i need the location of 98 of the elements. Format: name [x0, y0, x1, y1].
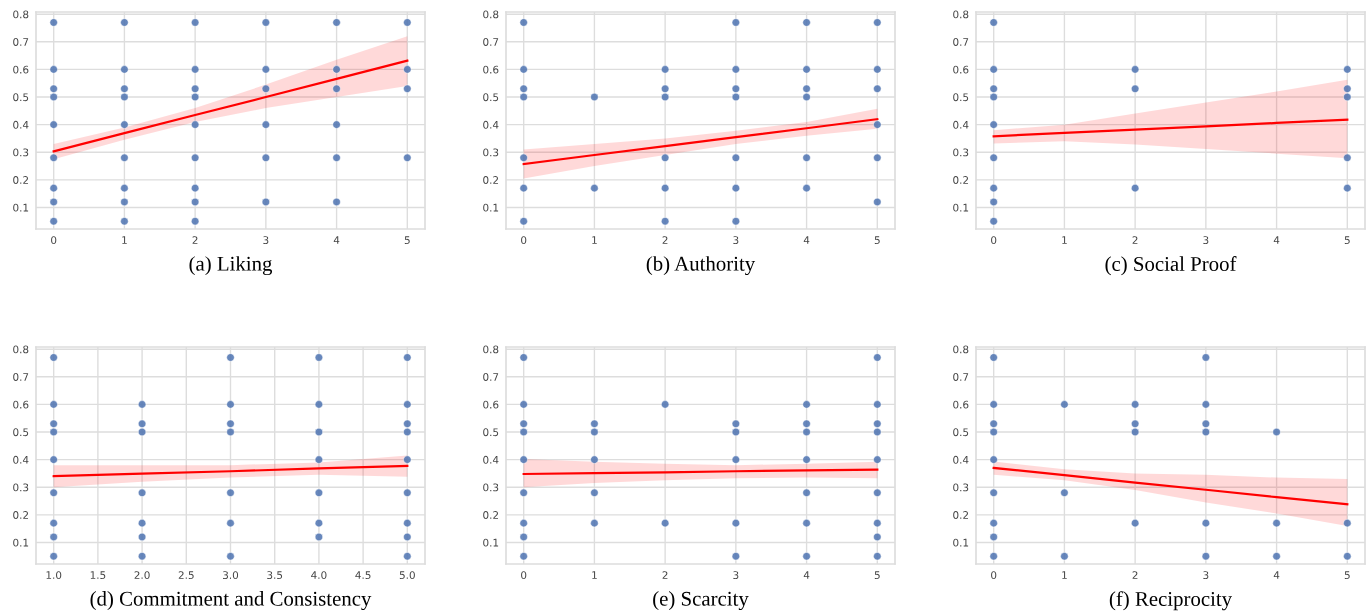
x-tick-label: 5 — [1344, 236, 1350, 245]
text: (e) Scarcity — [653, 591, 749, 611]
x-tick-label: 4 — [1273, 571, 1280, 579]
text: (d) Commitment and Consistency — [90, 591, 372, 611]
y-tick-label: 0.5 — [13, 428, 29, 437]
x-tick-label: 2.0 — [134, 571, 150, 580]
y-tick-label: 0.4 — [13, 120, 29, 129]
y-tick-label: 0.6 — [13, 400, 29, 409]
y-tick-label: 0.7 — [953, 38, 969, 46]
x-tick-label: 5.0 — [399, 571, 415, 580]
x-tick-label: 3.0 — [223, 571, 239, 580]
text: (c) Social Proof — [1105, 256, 1237, 276]
x-tick-label: 5 — [874, 236, 880, 245]
x-tick-label: 3 — [263, 236, 269, 245]
y-tick-label: 0.1 — [483, 538, 499, 547]
y-tick-label: 0.1 — [13, 203, 29, 212]
x-tick-label: 1 — [592, 236, 597, 244]
x-tick-label: 5 — [874, 571, 880, 580]
text: (b) Authority — [646, 256, 756, 276]
y-tick-label: 0.6 — [483, 65, 499, 74]
y-tick-label: 0.3 — [13, 483, 29, 492]
x-tick-label: 3.5 — [267, 571, 283, 580]
y-tick-label: 0.4 — [483, 120, 499, 129]
y-tick-label: 0.7 — [13, 38, 29, 46]
y-tick-label: 0.5 — [13, 93, 29, 102]
y-tick-label: 0.6 — [953, 65, 969, 74]
y-tick-label: 0.3 — [483, 483, 499, 492]
x-tick-label: 4.0 — [311, 571, 327, 580]
y-tick-label: 0.3 — [953, 148, 969, 157]
x-tick-label: 5 — [1344, 571, 1350, 580]
y-tick-label: 0.4 — [953, 120, 969, 129]
y-tick-label: 0.7 — [953, 373, 969, 381]
y-tick-label: 0.4 — [13, 455, 29, 464]
y-tick-label: 0.1 — [953, 203, 969, 212]
y-tick-label: 0.2 — [13, 511, 29, 519]
text: (f) Reciprocity — [1109, 591, 1233, 611]
x-tick-label: 0 — [51, 236, 57, 245]
y-tick-label: 0.8 — [953, 10, 969, 19]
x-tick-label: 1.5 — [90, 571, 106, 580]
y-tick-label: 0.8 — [483, 10, 499, 19]
x-tick-label: 1 — [592, 571, 597, 579]
x-tick-label: 5 — [404, 236, 410, 245]
point — [1131, 427, 1140, 437]
x-tick-label: 0 — [991, 571, 997, 580]
x-tick-label: 2 — [1132, 236, 1138, 244]
y-tick-label: 0.3 — [953, 483, 969, 492]
y-tick-label: 0.3 — [13, 148, 29, 157]
y-tick-label: 0.2 — [953, 511, 969, 519]
y-tick-label: 0.5 — [953, 428, 969, 437]
x-tick-label: 2 — [662, 571, 668, 579]
y-tick-label: 0.8 — [13, 10, 29, 19]
y-tick-label: 0.5 — [953, 93, 969, 102]
y-tick-label: 0.1 — [13, 538, 29, 547]
y-tick-label: 0.6 — [483, 400, 499, 409]
line-series — [522, 118, 879, 166]
x-tick-label: 2 — [662, 236, 668, 244]
x-tick-label: 0 — [521, 236, 527, 245]
x-tick-label: 4 — [803, 571, 810, 579]
x-tick-label: 3 — [733, 571, 739, 580]
y-tick-label: 0.4 — [953, 455, 969, 464]
line-series — [992, 118, 1349, 138]
x-tick-label: 3 — [733, 236, 739, 245]
x-tick-label: 2 — [192, 236, 198, 244]
y-tick-label: 0.6 — [953, 400, 969, 409]
y-tick-label: 0.7 — [483, 38, 499, 46]
x-tick-label: 1 — [1062, 571, 1067, 579]
text: (a) Liking — [189, 256, 273, 276]
y-tick-label: 0.5 — [483, 93, 499, 102]
x-tick-label: 3 — [1203, 571, 1209, 580]
x-tick-label: 0 — [991, 236, 997, 245]
x-tick-label: 4.5 — [355, 571, 371, 580]
y-tick-label: 0.2 — [13, 176, 29, 184]
line-series — [992, 466, 1349, 506]
x-tick-label: 1 — [122, 236, 127, 244]
y-tick-label: 0.8 — [483, 345, 499, 354]
y-tick-label: 0.2 — [953, 176, 969, 184]
y-tick-label: 0.6 — [13, 65, 29, 74]
x-tick-label: 0 — [521, 571, 527, 580]
x-tick-label: 1.0 — [46, 571, 62, 580]
x-tick-label: 2.5 — [178, 571, 194, 580]
x-tick-label: 3 — [1203, 236, 1209, 245]
y-tick-label: 0.5 — [483, 428, 499, 437]
y-tick-label: 0.2 — [483, 511, 499, 519]
x-tick-label: 4 — [333, 236, 340, 244]
x-tick-label: 4 — [803, 236, 810, 244]
x-tick-label: 2 — [1132, 571, 1138, 579]
y-tick-label: 0.2 — [483, 176, 499, 184]
y-tick-label: 0.8 — [13, 345, 29, 354]
y-tick-label: 0.7 — [13, 373, 29, 381]
y-tick-label: 0.8 — [953, 345, 969, 354]
y-tick-label: 0.4 — [483, 455, 499, 464]
y-tick-label: 0.3 — [483, 148, 499, 157]
y-tick-label: 0.1 — [483, 203, 499, 212]
y-tick-label: 0.1 — [953, 538, 969, 547]
x-tick-label: 4 — [1273, 236, 1280, 244]
y-tick-label: 0.7 — [483, 373, 499, 381]
point — [138, 519, 147, 528]
x-tick-label: 1 — [1062, 236, 1067, 244]
